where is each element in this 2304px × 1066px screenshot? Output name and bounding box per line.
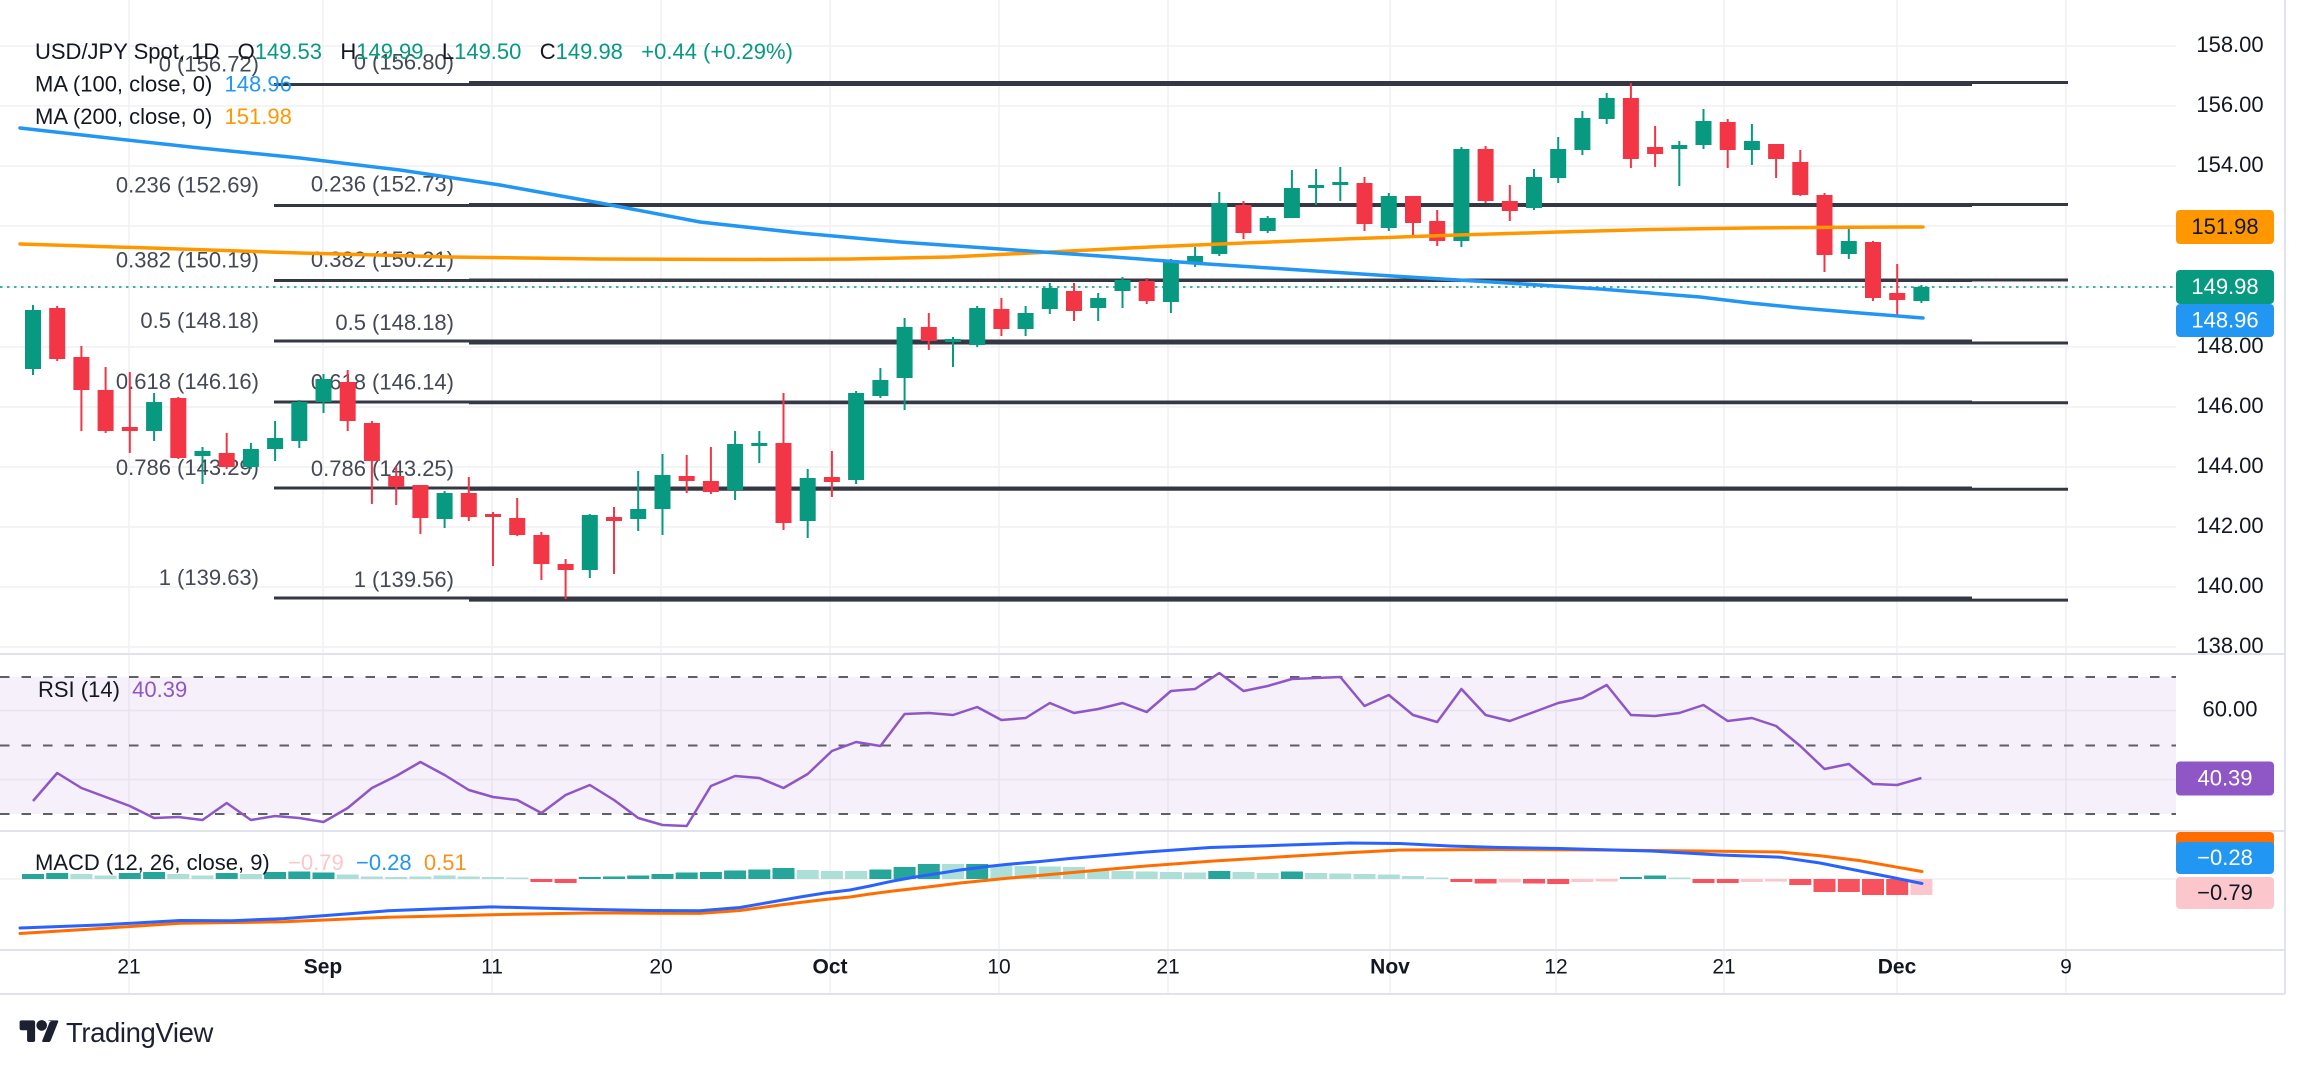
svg-text:21: 21 [117,956,140,979]
svg-text:Sep: Sep [304,956,343,979]
svg-text:9: 9 [2060,956,2072,979]
svg-text:−0.28: −0.28 [2197,845,2253,870]
svg-text:21: 21 [1156,956,1179,979]
svg-text:148.96: 148.96 [2191,307,2258,332]
svg-text:158.00: 158.00 [2196,32,2263,57]
svg-text:Oct: Oct [812,956,847,979]
svg-text:20: 20 [649,956,672,979]
svg-text:142.00: 142.00 [2196,513,2263,538]
svg-text:TradingView: TradingView [66,1017,213,1048]
svg-text:1 (139.56): 1 (139.56) [354,567,454,592]
svg-text:144.00: 144.00 [2196,453,2263,478]
svg-text:138.00: 138.00 [2196,633,2263,658]
svg-text:0.618 (146.14): 0.618 (146.14) [311,370,454,395]
svg-text:156.00: 156.00 [2196,92,2263,117]
svg-text:MA (100, close, 0) 148.96: MA (100, close, 0) 148.96 [35,71,292,96]
svg-text:0.618 (146.16): 0.618 (146.16) [116,369,259,394]
svg-text:151.98: 151.98 [2191,214,2258,239]
svg-text:140.00: 140.00 [2196,573,2263,598]
svg-text:146.00: 146.00 [2196,393,2263,418]
svg-text:Nov: Nov [1370,956,1410,979]
svg-text:0.5 (148.18): 0.5 (148.18) [140,308,259,333]
svg-text:40.39: 40.39 [2197,765,2252,790]
svg-text:0.786 (143.25): 0.786 (143.25) [311,456,454,481]
svg-text:0 (156.80): 0 (156.80) [354,49,454,74]
svg-text:0.236 (152.69): 0.236 (152.69) [116,172,259,197]
svg-text:0.382 (150.21): 0.382 (150.21) [311,247,454,272]
svg-text:154.00: 154.00 [2196,152,2263,177]
svg-text:12: 12 [1544,956,1567,979]
svg-text:MACD (12, 26, close, 9) −0.7: MACD (12, 26, close, 9) −0.79 −0.28 0.51 [35,850,467,875]
svg-text:MA (200, close, 0) 151.98: MA (200, close, 0) 151.98 [35,104,292,129]
svg-text:149.98: 149.98 [2191,274,2258,299]
svg-text:21: 21 [1712,956,1735,979]
svg-text:10: 10 [987,956,1010,979]
svg-text:−0.79: −0.79 [2197,880,2253,905]
svg-text:60.00: 60.00 [2202,696,2257,721]
svg-text:0 (156.72): 0 (156.72) [159,51,259,76]
svg-text:Dec: Dec [1878,956,1917,979]
svg-text:0.786 (143.29): 0.786 (143.29) [116,455,259,480]
svg-text:0.5 (148.18): 0.5 (148.18) [335,310,454,335]
svg-text:11: 11 [481,956,503,979]
svg-text:RSI (14) 40.39: RSI (14) 40.39 [38,677,187,702]
svg-text:USD/JPY Spot, 1D O149.53 H: USD/JPY Spot, 1D O149.53 H149.99 L149.50… [35,39,793,64]
svg-text:1 (139.63): 1 (139.63) [159,565,259,590]
